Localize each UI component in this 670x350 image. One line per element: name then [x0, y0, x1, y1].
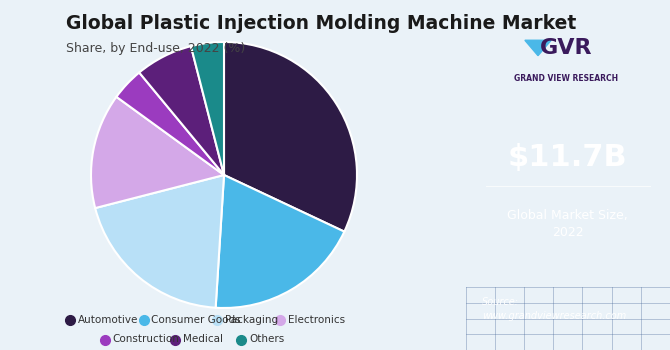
Text: Automotive: Automotive: [78, 315, 138, 325]
Text: GRAND VIEW RESEARCH: GRAND VIEW RESEARCH: [514, 74, 618, 83]
Wedge shape: [216, 175, 344, 308]
Text: Global Plastic Injection Molding Machine Market: Global Plastic Injection Molding Machine…: [66, 14, 577, 33]
Wedge shape: [191, 42, 224, 175]
Text: GVR: GVR: [540, 38, 592, 58]
Wedge shape: [224, 42, 357, 232]
Wedge shape: [91, 97, 224, 208]
Wedge shape: [117, 72, 224, 175]
Text: $11.7B: $11.7B: [508, 143, 628, 172]
Text: Share, by End-use, 2022 (%): Share, by End-use, 2022 (%): [66, 42, 246, 55]
Text: Global Market Size,
2022: Global Market Size, 2022: [507, 209, 628, 239]
Text: Construction: Construction: [113, 335, 180, 344]
Text: Electronics: Electronics: [287, 315, 345, 325]
Wedge shape: [95, 175, 224, 308]
Text: Consumer Goods: Consumer Goods: [151, 315, 241, 325]
Polygon shape: [525, 40, 551, 56]
Text: Medical: Medical: [183, 335, 222, 344]
Text: Source:
www.grandviewresearch.com: Source: www.grandviewresearch.com: [482, 297, 626, 321]
Wedge shape: [139, 46, 224, 175]
Text: Others: Others: [249, 335, 285, 344]
Text: Packaging: Packaging: [224, 315, 278, 325]
